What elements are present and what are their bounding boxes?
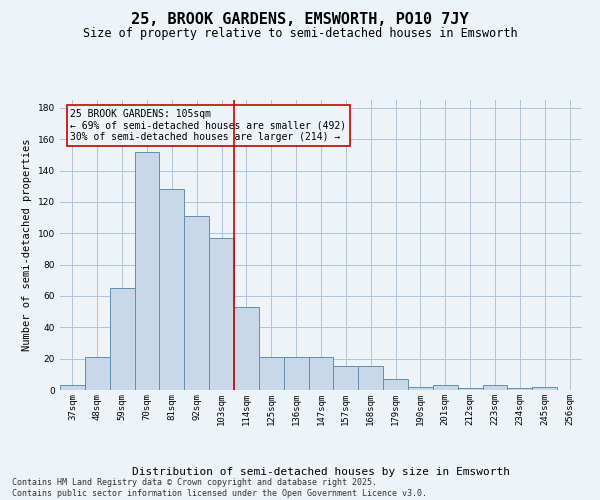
Text: 25, BROOK GARDENS, EMSWORTH, PO10 7JY: 25, BROOK GARDENS, EMSWORTH, PO10 7JY — [131, 12, 469, 28]
Bar — [160, 190, 184, 390]
Bar — [259, 357, 284, 390]
Bar — [234, 307, 259, 390]
Bar — [134, 152, 160, 390]
Text: 25 BROOK GARDENS: 105sqm
← 69% of semi-detached houses are smaller (492)
30% of : 25 BROOK GARDENS: 105sqm ← 69% of semi-d… — [70, 108, 347, 142]
Bar — [284, 357, 308, 390]
Text: Size of property relative to semi-detached houses in Emsworth: Size of property relative to semi-detach… — [83, 28, 517, 40]
Bar — [433, 386, 458, 390]
Bar — [184, 216, 209, 390]
X-axis label: Distribution of semi-detached houses by size in Emsworth: Distribution of semi-detached houses by … — [132, 466, 510, 476]
Text: Contains HM Land Registry data © Crown copyright and database right 2025.
Contai: Contains HM Land Registry data © Crown c… — [12, 478, 427, 498]
Bar — [532, 387, 557, 390]
Bar — [308, 357, 334, 390]
Bar — [110, 288, 134, 390]
Bar — [383, 379, 408, 390]
Bar — [358, 366, 383, 390]
Y-axis label: Number of semi-detached properties: Number of semi-detached properties — [22, 138, 32, 352]
Bar — [458, 388, 482, 390]
Bar — [85, 357, 110, 390]
Bar — [334, 366, 358, 390]
Bar — [482, 386, 508, 390]
Bar — [408, 387, 433, 390]
Bar — [60, 386, 85, 390]
Bar — [508, 388, 532, 390]
Bar — [209, 238, 234, 390]
